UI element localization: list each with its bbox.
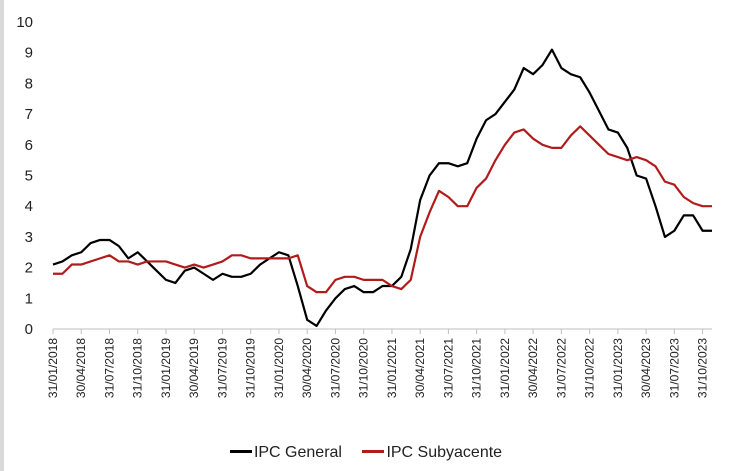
x-tick-label: 31/01/2022 (498, 338, 512, 398)
series-line-ipc-subyacente (53, 125, 712, 294)
x-tick-label: 31/10/2020 (357, 338, 371, 398)
y-tick-label: 7 (25, 106, 33, 123)
x-tick-label: 30/04/2020 (300, 338, 314, 398)
x-tick-label: 31/07/2018 (102, 338, 116, 398)
series-line-ipc-general (52, 48, 712, 328)
x-tick-label: 31/07/2022 (554, 338, 568, 398)
x-tick-label: 31/07/2021 (441, 338, 455, 398)
y-tick-label: 8 (25, 75, 33, 92)
legend-item-ipc-general: IPC General (229, 444, 342, 462)
y-tick-label: 6 (25, 137, 33, 154)
x-tick-label: 30/04/2019 (187, 338, 201, 398)
x-tick-label: 30/04/2023 (639, 338, 653, 398)
x-tick-label: 31/07/2020 (328, 338, 342, 398)
legend-label-ipc-general: IPC General (253, 444, 342, 461)
y-tick-label: 9 (25, 45, 33, 62)
y-tick-label: 5 (25, 168, 33, 185)
y-axis-ticks: 0 1 2 3 4 5 6 7 8 9 10 (16, 14, 33, 338)
legend-swatch-ipc-general (229, 450, 252, 454)
x-tick-label: 30/04/2018 (74, 338, 88, 398)
x-axis-ticks: 31/01/2018 30/04/2018 31/07/2018 31/10/2018… (46, 329, 710, 398)
x-tick-label: 31/10/2023 (696, 338, 710, 398)
x-tick-label: 31/01/2019 (159, 338, 173, 398)
x-tick-label: 30/04/2022 (526, 338, 540, 398)
legend-item-ipc-subyacente: IPC Subyacente (362, 444, 502, 462)
x-tick-label: 31/01/2018 (46, 338, 60, 398)
legend: IPC General IPC Subyacente (0, 444, 732, 462)
x-tick-label: 31/10/2021 (470, 338, 484, 398)
y-tick-label: 3 (25, 229, 33, 246)
x-tick-label: 30/04/2021 (413, 338, 427, 398)
x-tick-label: 31/10/2018 (131, 338, 145, 398)
y-tick-label: 4 (25, 198, 33, 215)
x-tick-label: 31/01/2021 (385, 338, 399, 398)
y-tick-label: 0 (25, 321, 33, 338)
x-tick-label: 31/01/2023 (611, 338, 625, 398)
series-lines (52, 48, 712, 328)
y-tick-label: 2 (25, 260, 33, 277)
y-tick-label: 10 (16, 14, 33, 31)
line-chart: 0 1 2 3 4 5 6 7 8 9 10 31/01/2018 30/04/2018 31/07/2… (16, 14, 712, 398)
left-window-edge (0, 0, 4, 471)
x-tick-label: 31/10/2019 (244, 338, 258, 398)
legend-swatch-ipc-subyacente (362, 450, 385, 454)
x-tick-label: 31/07/2019 (215, 338, 229, 398)
x-tick-label: 31/10/2022 (583, 338, 597, 398)
x-tick-label: 31/07/2023 (667, 338, 681, 398)
x-tick-label: 31/01/2020 (272, 338, 286, 398)
y-tick-label: 1 (25, 290, 33, 307)
legend-label-ipc-subyacente: IPC Subyacente (386, 444, 503, 461)
